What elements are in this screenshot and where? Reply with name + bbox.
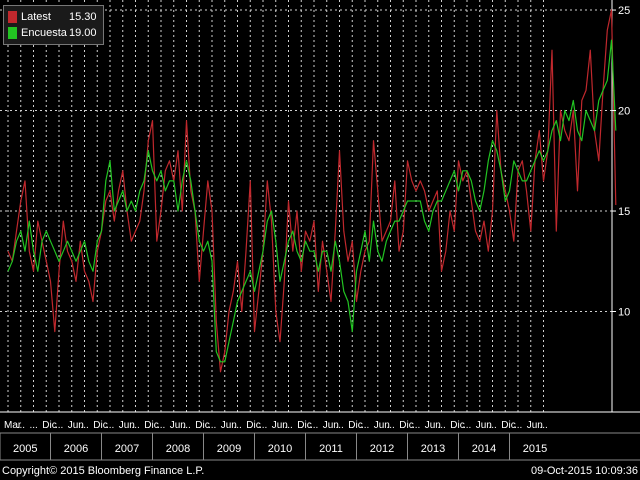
x-month-label: ... [489, 420, 497, 431]
x-axis-ticks: Mar...... Dic... Jun... Dic... Jun... Dic... J… [4, 420, 548, 455]
x-month-label: Dic [246, 420, 260, 431]
x-month-label: ... [438, 420, 446, 431]
x-month-label: Dic [144, 420, 158, 431]
x-month-label: Dic [348, 420, 362, 431]
x-month-label: Dic [399, 420, 413, 431]
x-month-label: Jun [272, 420, 288, 431]
x-year-label: 2008 [166, 443, 190, 455]
x-month-label: Jun [374, 420, 390, 431]
x-year-label: 2015 [523, 443, 547, 455]
footer: Copyright© 2015 Bloomberg Finance L.P. 0… [0, 464, 640, 480]
x-month-label: ... [183, 420, 191, 431]
x-year-label: 2009 [217, 443, 241, 455]
legend-item-latest: Latest 15.30 [8, 9, 97, 25]
x-month-label: ... [132, 420, 140, 431]
series-line-encuesta [7, 39, 617, 363]
x-month-label: ... [208, 420, 216, 431]
x-month-label: Jun [425, 420, 441, 431]
y-tick-label: 15 [618, 206, 630, 218]
x-month-label: ... [361, 420, 369, 431]
x-month-label: Dic [297, 420, 311, 431]
x-year-label: 2013 [421, 443, 445, 455]
legend-value: 15.30 [69, 11, 97, 23]
axes [0, 0, 640, 461]
copyright-text: Copyright© 2015 Bloomberg Finance L.P. [2, 465, 205, 477]
x-month-label: Dic [42, 420, 56, 431]
x-month-label: ... [157, 420, 165, 431]
x-month-label: ... [81, 420, 89, 431]
x-year-label: 2014 [472, 443, 496, 455]
x-month-label: ... [310, 420, 318, 431]
x-year-label: 2010 [268, 443, 292, 455]
x-year-label: 2006 [64, 443, 88, 455]
x-month-label: Jun [476, 420, 492, 431]
x-year-label: 2011 [319, 443, 343, 455]
legend-swatch-encuesta [8, 27, 17, 39]
legend-value: 19.00 [69, 27, 97, 39]
x-month-label: ... [30, 420, 38, 431]
x-month-label: ... [55, 420, 63, 431]
y-axis-ticks: 10 15 20 25 [612, 5, 630, 319]
legend-swatch-latest [8, 11, 17, 23]
x-month-label: Jun [323, 420, 339, 431]
x-month-label: ... [412, 420, 420, 431]
legend-label: Latest [21, 11, 51, 23]
x-month-label: Jun [221, 420, 237, 431]
series-line-latest [7, 9, 617, 373]
legend: Latest 15.30 Encuesta 19.00 [3, 5, 104, 45]
x-month-label: Jun [527, 420, 543, 431]
x-month-label: Mar [4, 420, 22, 431]
legend-label: Encuesta [21, 27, 67, 39]
x-month-label: Jun [170, 420, 186, 431]
timestamp-text: 09-Oct-2015 10:09:36 [530, 465, 638, 477]
y-tick-label: 25 [618, 5, 630, 17]
x-year-label: 2007 [115, 443, 139, 455]
x-month-label: Dic [195, 420, 209, 431]
x-month-label: ... [234, 420, 242, 431]
y-tick-label: 10 [618, 307, 630, 319]
x-month-label: ... [259, 420, 267, 431]
x-month-label: ... [463, 420, 471, 431]
x-month-label: Dic [93, 420, 107, 431]
x-month-label: ... [514, 420, 522, 431]
x-year-label: 2005 [13, 443, 37, 455]
x-month-label: ... [387, 420, 395, 431]
x-month-label: ... [336, 420, 344, 431]
series-lines [7, 9, 617, 373]
y-tick-label: 20 [618, 106, 630, 118]
x-month-label: Jun [119, 420, 135, 431]
x-month-label: ... [106, 420, 114, 431]
x-month-label: Dic [450, 420, 464, 431]
x-month-label: ... [285, 420, 293, 431]
x-month-label: ... [17, 420, 25, 431]
x-year-label: 2012 [370, 443, 394, 455]
x-month-label: ... [540, 420, 548, 431]
x-month-label: Jun [68, 420, 84, 431]
legend-item-encuesta: Encuesta 19.00 [8, 25, 97, 41]
x-month-label: Dic [501, 420, 515, 431]
